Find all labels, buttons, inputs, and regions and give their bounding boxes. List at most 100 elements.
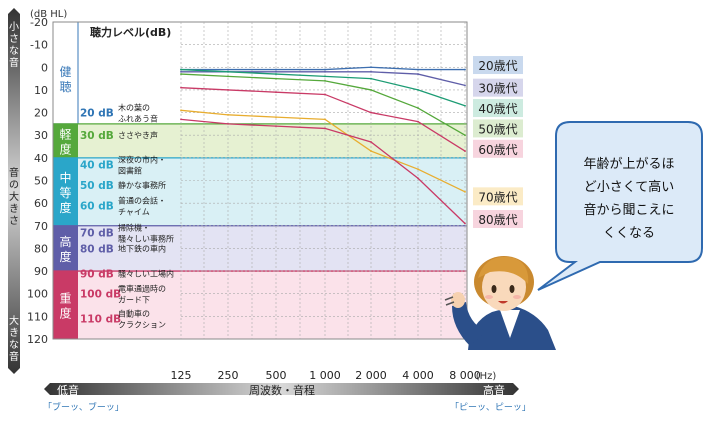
- presenter-illustration: [444, 256, 556, 350]
- y-tick-label: 0: [41, 61, 48, 74]
- series-point: [324, 79, 326, 82]
- x-tick-label: 8 000: [449, 369, 481, 382]
- example-db: 110 dB: [80, 314, 121, 326]
- example-db: 50 dB: [80, 180, 114, 192]
- legend-box-5: [473, 187, 523, 206]
- legend-box-0: [473, 56, 523, 75]
- series-point: [275, 68, 277, 71]
- example-text: 掃除機・: [118, 223, 150, 233]
- legend-box-1: [473, 78, 523, 97]
- band-label-0: 健聴: [59, 65, 71, 94]
- x-low-label: 低音: [57, 383, 79, 397]
- legend-label: 70歳代: [478, 190, 517, 204]
- legend-label: 50歳代: [478, 122, 517, 136]
- series-point: [417, 89, 419, 91]
- series-point: [370, 77, 372, 80]
- y-tick-label: 110: [27, 310, 48, 323]
- series-point: [227, 75, 229, 78]
- ylabel-bottom: 大きな音: [9, 314, 19, 363]
- series-point: [370, 150, 372, 152]
- band-2: [53, 157, 467, 226]
- series-point: [370, 70, 372, 73]
- band-label-4: 重度: [59, 292, 71, 321]
- series-point: [464, 104, 466, 107]
- legend-box-6: [473, 209, 523, 228]
- example-text: 木の葉の: [118, 103, 150, 113]
- y-tick-label: 60: [34, 197, 48, 210]
- series-point: [417, 73, 419, 75]
- example-text: 地下鉄の車内: [118, 243, 166, 253]
- example-text: 静かな事務所: [118, 180, 166, 190]
- series-point: [324, 127, 326, 130]
- band-label-3: 高度: [59, 234, 71, 264]
- band-bar-1: [53, 123, 78, 158]
- side-arrow-bar: [8, 8, 20, 374]
- series-point: [324, 118, 326, 121]
- x-tick-label: 1 000: [309, 369, 341, 382]
- legend-label: 60歳代: [478, 143, 517, 157]
- example-db: 20 dB: [80, 108, 114, 120]
- y-tick-label: 90: [34, 265, 48, 278]
- series-point: [417, 168, 419, 171]
- x-tick-label: 500: [266, 369, 287, 382]
- example-text: チャイム: [118, 207, 150, 216]
- example-text: ふれあう音: [118, 114, 158, 124]
- series-point: [275, 116, 277, 118]
- x-high-sound: 「ピーッ、ピーッ」: [450, 402, 531, 413]
- bottom-arrow-bar: [44, 383, 519, 395]
- legend-box-4: [473, 139, 523, 158]
- band-1: [53, 123, 467, 158]
- y-tick-label: 70: [34, 220, 48, 233]
- example-text: 騒々しい工場内: [118, 268, 174, 278]
- series-point: [464, 150, 466, 152]
- band-bar-3: [53, 225, 78, 272]
- series-point: [227, 68, 229, 71]
- x-axis-label: 周波数・音程: [249, 383, 315, 397]
- series-point: [180, 86, 182, 89]
- y-tick-label: -10: [30, 39, 48, 52]
- series-point: [180, 70, 182, 73]
- series-point: [324, 70, 326, 73]
- series-point: [227, 89, 229, 91]
- series-point: [180, 118, 182, 121]
- example-text: クラクション: [118, 321, 166, 330]
- series-point: [464, 190, 466, 193]
- series-point: [180, 73, 182, 75]
- x-tick-label: 125: [171, 369, 192, 382]
- y-tick-label: 80: [34, 242, 48, 255]
- example-text: ささやき声: [118, 130, 158, 140]
- series-point: [464, 68, 466, 71]
- series-point: [227, 113, 229, 116]
- legend-label: 80歳代: [478, 213, 517, 227]
- example-text: 図書館: [118, 166, 142, 176]
- y-tick-label: 50: [34, 175, 48, 188]
- example-text: 電車通過時の: [118, 284, 166, 294]
- series-point: [417, 120, 419, 123]
- y-tick-label: 10: [34, 84, 48, 97]
- series-point: [417, 177, 419, 180]
- example-text: 普通の会話・: [118, 195, 166, 205]
- series-point: [370, 89, 372, 91]
- legend-label: 20歳代: [478, 59, 517, 73]
- example-text: ガード下: [118, 295, 150, 305]
- example-db: 80 dB: [80, 243, 114, 255]
- series-point: [275, 73, 277, 75]
- example-db: 60 dB: [80, 200, 114, 212]
- speech-bubble: [537, 121, 703, 291]
- ylabel-top: 小さな音: [9, 21, 19, 69]
- x-high-label: 高音: [483, 383, 505, 397]
- y-tick-label: 100: [27, 288, 48, 301]
- band-bar-0: [52, 21, 79, 125]
- example-db: 40 dB: [80, 160, 114, 172]
- series-point: [417, 68, 419, 71]
- series-point: [370, 111, 372, 114]
- series-point: [227, 122, 229, 125]
- series-point: [275, 125, 277, 128]
- legend-label: 30歳代: [478, 82, 517, 96]
- example-db: 90 dB: [80, 268, 114, 280]
- example-text: 自動車の: [118, 309, 150, 319]
- y-tick-label: -20: [30, 16, 48, 29]
- callout-text: ど小さくて高い: [584, 179, 675, 195]
- example-db: 30 dB: [80, 130, 114, 142]
